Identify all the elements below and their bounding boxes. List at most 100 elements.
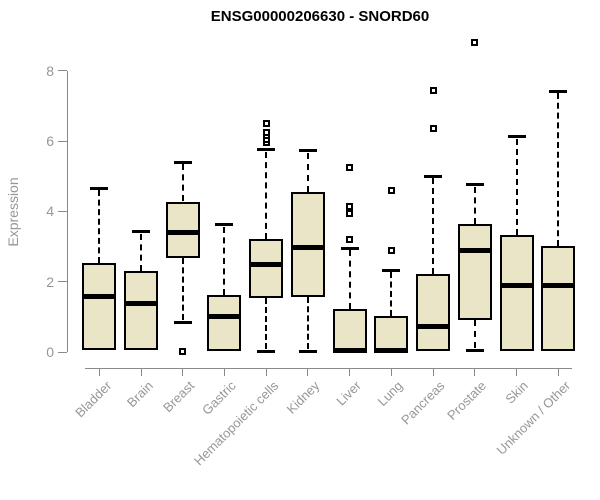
whisker-cap xyxy=(507,135,526,139)
x-tick xyxy=(182,368,184,376)
box-breast xyxy=(165,201,200,259)
outlier-point xyxy=(346,235,354,243)
lower-whisker xyxy=(473,320,476,349)
median-line xyxy=(499,282,534,288)
median-line xyxy=(124,300,159,306)
y-tick xyxy=(58,210,67,212)
upper-whisker xyxy=(432,178,435,274)
whisker-cap xyxy=(215,223,234,227)
y-tick xyxy=(58,351,67,353)
median-line xyxy=(165,229,200,235)
x-category-label-bladder: Bladder xyxy=(71,378,114,421)
box-skin xyxy=(499,234,534,352)
x-tick xyxy=(516,368,518,376)
whisker-cap xyxy=(132,230,151,234)
x-tick xyxy=(557,368,559,376)
whisker-cap xyxy=(465,183,484,187)
box-unknown-other xyxy=(541,245,576,352)
upper-whisker xyxy=(515,138,518,235)
box-pancreas xyxy=(416,273,451,352)
whisker-cap xyxy=(173,320,192,324)
x-category-label-skin: Skin xyxy=(502,378,532,407)
box-brain xyxy=(124,271,159,351)
whisker-cap xyxy=(90,186,109,190)
whisker-cap xyxy=(424,174,443,178)
y-tick xyxy=(58,70,67,72)
whisker-cap xyxy=(298,149,317,153)
outlier-point xyxy=(387,246,395,254)
box-liver xyxy=(332,309,367,352)
y-tick-label: 8 xyxy=(46,62,54,79)
upper-whisker xyxy=(223,226,226,296)
x-tick xyxy=(390,368,392,376)
x-tick xyxy=(307,368,309,376)
whisker-cap xyxy=(465,348,484,352)
x-axis-line xyxy=(85,368,572,369)
upper-whisker xyxy=(98,190,101,263)
y-tick xyxy=(58,140,67,142)
outlier-point xyxy=(429,125,437,133)
whisker-cap xyxy=(340,246,359,250)
outlier-point xyxy=(262,119,270,127)
x-category-label-gastric: Gastric xyxy=(199,378,240,418)
x-tick xyxy=(140,368,142,376)
median-line xyxy=(290,244,325,250)
box-lung xyxy=(374,316,409,352)
lower-whisker xyxy=(181,258,184,321)
y-tick xyxy=(58,281,67,283)
outlier-point xyxy=(179,347,187,355)
outlier-point xyxy=(262,128,270,136)
median-line xyxy=(207,314,242,320)
whisker-cap xyxy=(549,89,568,93)
y-tick-label: 0 xyxy=(46,344,54,360)
whisker-cap xyxy=(173,160,192,164)
lower-whisker xyxy=(306,296,309,350)
x-category-label-brain: Brain xyxy=(123,378,156,411)
y-tick-label: 6 xyxy=(46,133,54,150)
upper-whisker xyxy=(265,151,268,240)
upper-whisker xyxy=(348,250,351,310)
lower-whisker xyxy=(265,298,268,350)
y-tick-label: 2 xyxy=(46,273,54,290)
whisker-cap xyxy=(382,268,401,272)
box-bladder xyxy=(82,262,117,351)
y-tick-label: 4 xyxy=(46,203,54,220)
x-tick xyxy=(223,368,225,376)
box-hematopoietic-cells xyxy=(249,239,284,299)
upper-whisker xyxy=(140,233,143,272)
median-line xyxy=(416,324,451,330)
outlier-point xyxy=(471,39,479,47)
chart-title: ENSG00000206630 - SNORD60 xyxy=(210,8,430,25)
x-tick xyxy=(432,368,434,376)
outlier-point xyxy=(387,186,395,194)
median-line xyxy=(541,283,576,289)
x-tick xyxy=(349,368,351,376)
median-line xyxy=(332,347,367,353)
outlier-point xyxy=(346,202,354,210)
median-line xyxy=(249,261,284,267)
x-tick xyxy=(98,368,100,376)
x-category-label-prostate: Prostate xyxy=(444,378,490,423)
upper-whisker xyxy=(557,93,560,246)
x-category-label-breast: Breast xyxy=(160,378,198,416)
upper-whisker xyxy=(181,164,184,202)
x-category-label-lung: Lung xyxy=(374,378,406,410)
box-prostate xyxy=(457,223,492,321)
upper-whisker xyxy=(390,272,393,317)
x-category-label-kidney: Kidney xyxy=(283,378,323,417)
outlier-point xyxy=(429,86,437,94)
median-line xyxy=(457,248,492,254)
median-line xyxy=(82,294,117,300)
x-tick xyxy=(474,368,476,376)
x-tick xyxy=(265,368,267,376)
box-kidney xyxy=(290,191,325,297)
box-gastric xyxy=(207,295,242,352)
y-axis-line xyxy=(67,70,68,352)
whisker-cap xyxy=(257,148,276,152)
outlier-point xyxy=(346,209,354,217)
upper-whisker xyxy=(473,186,476,224)
x-category-label-liver: Liver xyxy=(333,378,365,409)
median-line xyxy=(374,347,409,353)
